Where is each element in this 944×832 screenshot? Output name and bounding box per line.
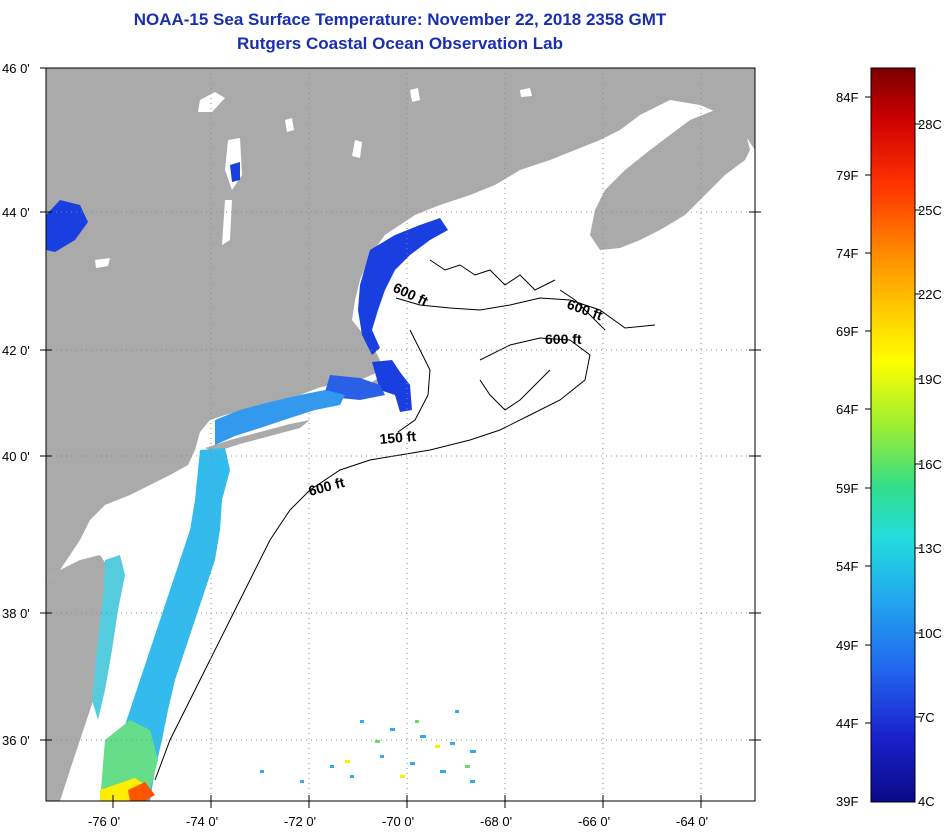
latitude-label-44: 44 0' bbox=[2, 205, 30, 220]
latitude-label-42: 42 0' bbox=[2, 343, 30, 358]
colorbar-f-74: 74F bbox=[836, 246, 858, 261]
colorbar-c-25: 25C bbox=[918, 203, 942, 218]
latitude-label-38: 38 0' bbox=[2, 606, 30, 621]
colorbar-f-49: 49F bbox=[836, 638, 858, 653]
title-line-1: NOAA-15 Sea Surface Temperature: Novembe… bbox=[133, 10, 667, 29]
colorbar-f-44: 44F bbox=[836, 716, 858, 731]
mainland-land bbox=[46, 68, 755, 580]
colorbar-c-16: 16C bbox=[918, 457, 942, 472]
colorbar-c-10: 10C bbox=[918, 626, 942, 641]
colorbar-f-54: 54F bbox=[836, 559, 858, 574]
colorbar-f-69: 69F bbox=[836, 324, 858, 339]
longitude-label-74: -74 0' bbox=[186, 814, 218, 829]
title-line-2: Rutgers Coastal Ocean Observation Lab bbox=[237, 34, 563, 53]
colorbar-c-28: 28C bbox=[918, 117, 942, 132]
colorbar-f-39: 39F bbox=[836, 794, 858, 809]
delmarva-land bbox=[46, 555, 115, 801]
latitude-label-46: 46 0' bbox=[2, 61, 30, 76]
colorbar-f-64: 64F bbox=[836, 402, 858, 417]
long-island-land bbox=[205, 420, 310, 452]
colorbar-c-13: 13C bbox=[918, 541, 942, 556]
latitude-label-40: 40 0' bbox=[2, 449, 30, 464]
colorbar: 84F 79F 74F 69F 64F 59F 54F 49F 44F 39F … bbox=[836, 67, 942, 809]
longitude-label-70: -70 0' bbox=[382, 814, 414, 829]
longitude-label-68: -68 0' bbox=[480, 814, 512, 829]
contour-label-3: 600 ft bbox=[545, 331, 582, 347]
colorbar-f-84: 84F bbox=[836, 90, 858, 105]
latitude-label-36: 36 0' bbox=[2, 733, 30, 748]
longitude-label-76: -76 0' bbox=[88, 814, 120, 829]
colorbar-c-19: 19C bbox=[918, 372, 942, 387]
colorbar-c-7: 7C bbox=[918, 710, 935, 725]
longitude-label-72: -72 0' bbox=[284, 814, 316, 829]
colorbar-c-22: 22C bbox=[918, 287, 942, 302]
nova-scotia-land bbox=[590, 110, 750, 250]
longitude-label-64: -64 0' bbox=[676, 814, 708, 829]
contour-label-4: 150 ft bbox=[379, 428, 417, 447]
colorbar-f-59: 59F bbox=[836, 481, 858, 496]
map-panel bbox=[46, 68, 755, 801]
colorbar-f-79: 79F bbox=[836, 168, 858, 183]
longitude-label-66: -66 0' bbox=[578, 814, 610, 829]
colorbar-c-4: 4C bbox=[918, 794, 935, 809]
